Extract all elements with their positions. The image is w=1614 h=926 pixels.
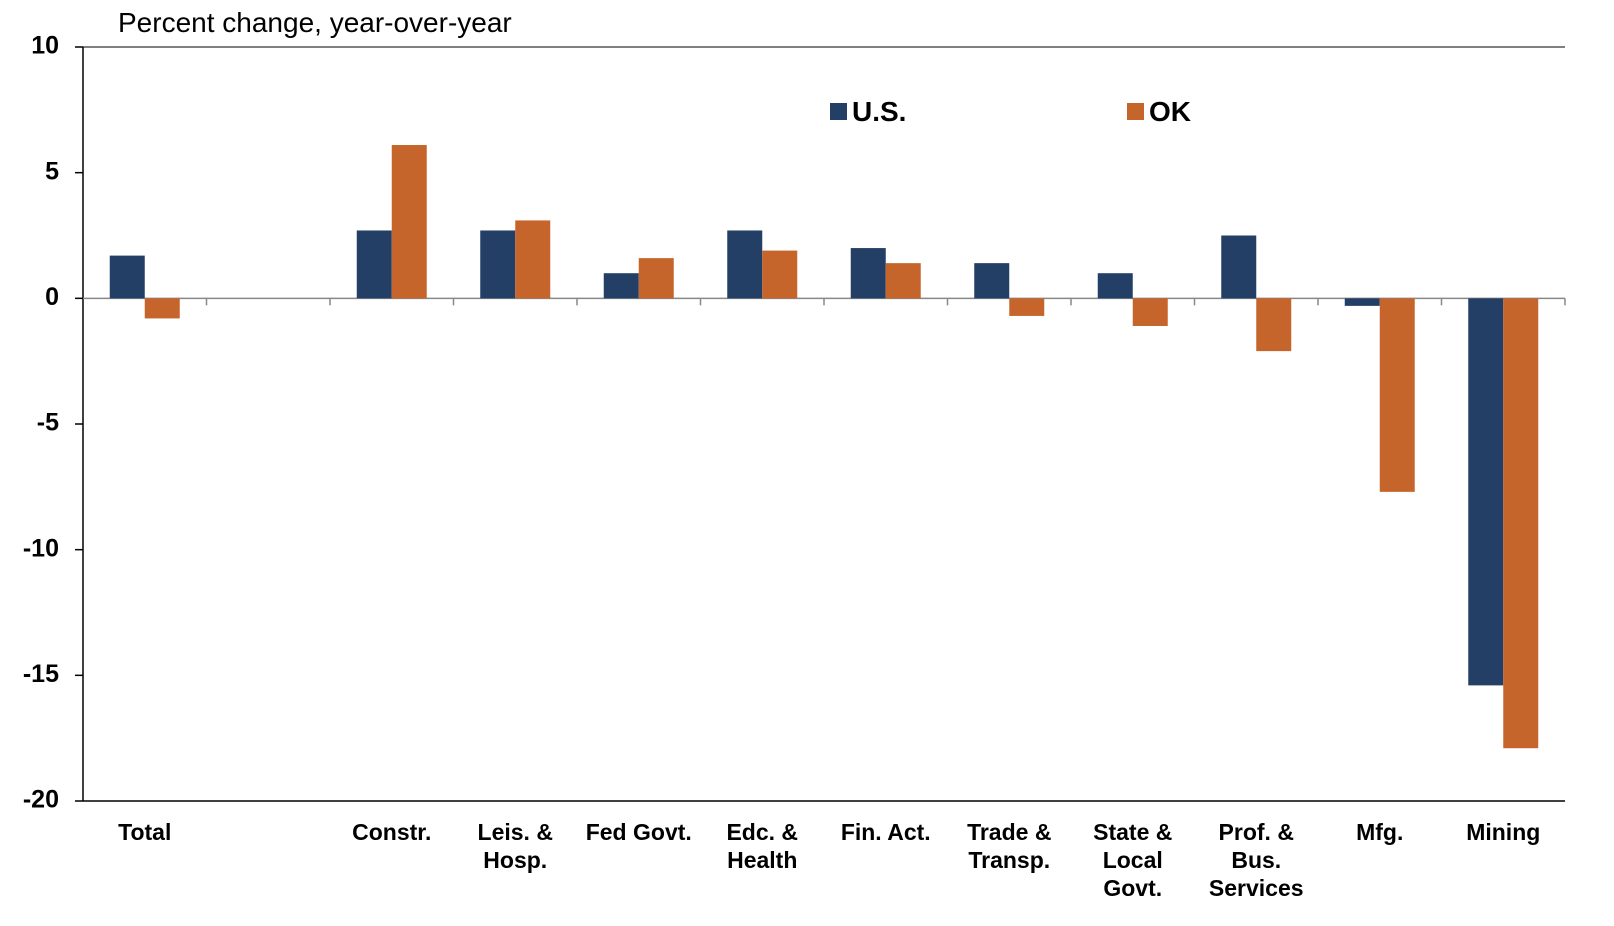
bar (727, 230, 763, 299)
x-tick-label: Trade & Transp. (967, 819, 1051, 873)
y-tick-label: 0 (45, 283, 59, 311)
bar (850, 248, 886, 299)
bar (391, 145, 427, 299)
axis-label: Percent change, year-over-year (118, 7, 512, 38)
bar (144, 298, 180, 319)
bar (109, 255, 145, 299)
bar (885, 263, 921, 299)
bar (1097, 273, 1133, 299)
x-tick-label: Edc. & Health (726, 819, 798, 873)
y-tick-label: -5 (37, 409, 59, 437)
bar (603, 273, 639, 299)
bar (1503, 298, 1539, 749)
bar (1256, 298, 1292, 352)
x-tick-label: Mfg. (1356, 819, 1403, 845)
y-tick-label: 5 (45, 157, 59, 185)
bar (1379, 298, 1415, 492)
bar (356, 230, 392, 299)
bar (638, 258, 674, 299)
bar (1009, 298, 1045, 316)
bar (1344, 298, 1380, 306)
y-tick-label: -15 (23, 660, 59, 688)
bar (1468, 298, 1504, 686)
x-tick-label: Total (118, 819, 171, 845)
legend-swatch (1127, 103, 1144, 120)
bar (1132, 298, 1168, 326)
x-tick-label: Fed Govt. (586, 819, 692, 845)
x-tick-label: Fin. Act. (841, 819, 931, 845)
y-tick-label: 10 (31, 32, 59, 60)
bar (1221, 235, 1257, 299)
bar (515, 220, 551, 299)
y-tick-label: -20 (23, 786, 59, 814)
bar (974, 263, 1010, 299)
x-tick-label: Prof. & Bus. Services (1209, 819, 1304, 901)
legend-label: U.S. (852, 96, 906, 127)
bar (762, 250, 798, 299)
legend-label: OK (1149, 96, 1191, 127)
x-tick-label: Constr. (352, 819, 431, 845)
x-tick-label: Leis. & Hosp. (478, 819, 553, 873)
x-tick-label: Mining (1466, 819, 1540, 845)
x-tick-label: State & Local Govt. (1093, 819, 1172, 901)
y-tick-label: -10 (23, 534, 59, 562)
legend-swatch (830, 103, 847, 120)
bar (480, 230, 516, 299)
